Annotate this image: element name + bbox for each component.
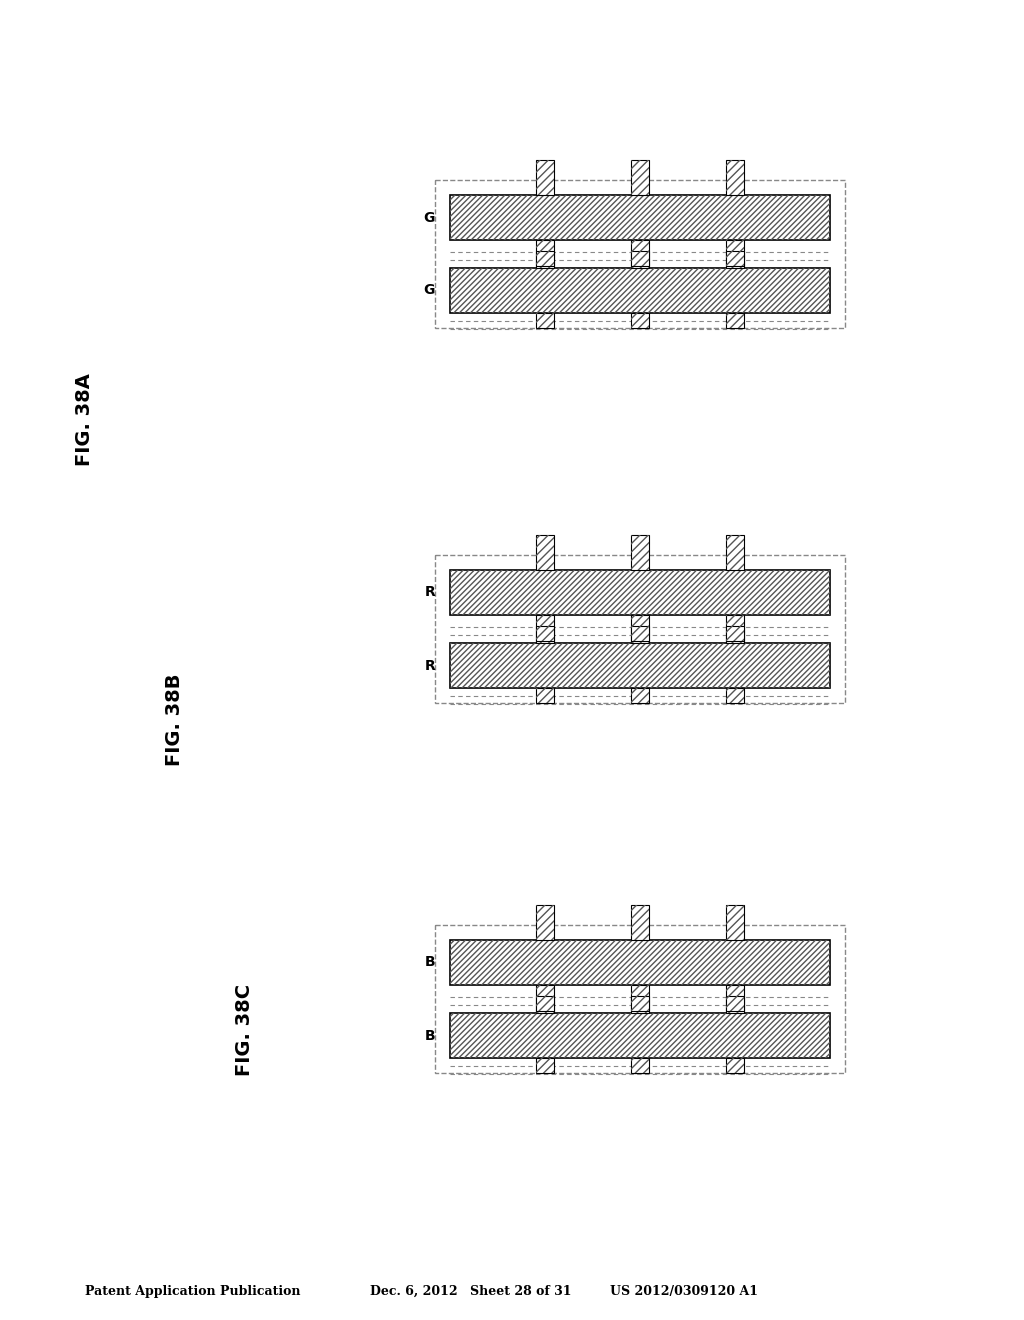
Bar [631, 688, 649, 704]
Bar [536, 535, 554, 570]
Bar [536, 688, 554, 704]
Bar [536, 997, 554, 1011]
Bar [726, 615, 744, 643]
Bar [631, 251, 649, 267]
Text: R: R [424, 659, 435, 672]
Bar [631, 1059, 649, 1073]
Text: B: B [424, 956, 435, 969]
Bar [631, 615, 649, 643]
Bar [726, 535, 744, 570]
Bar [631, 906, 649, 940]
Bar [726, 240, 744, 268]
Text: G: G [424, 284, 435, 297]
Text: Patent Application Publication: Patent Application Publication [85, 1284, 300, 1298]
Bar [631, 985, 649, 1012]
Text: FIG. 38C: FIG. 38C [236, 983, 255, 1076]
Bar [536, 1059, 554, 1073]
Bar [631, 688, 649, 704]
Bar [631, 313, 649, 327]
Bar [536, 626, 554, 642]
Bar [536, 160, 554, 195]
Text: Dec. 6, 2012: Dec. 6, 2012 [370, 1284, 458, 1298]
Bar [726, 160, 744, 195]
Bar [726, 240, 744, 268]
Bar [726, 313, 744, 327]
Bar [536, 626, 554, 642]
Bar [631, 985, 649, 1012]
Bar [631, 626, 649, 642]
Bar [536, 906, 554, 940]
Bar [450, 1012, 830, 1059]
Bar [631, 997, 649, 1011]
Bar [726, 313, 744, 327]
Bar [450, 195, 830, 240]
Bar [631, 535, 649, 570]
Bar [631, 626, 649, 642]
Text: B: B [424, 1028, 435, 1043]
Bar [536, 535, 554, 570]
Bar [450, 268, 830, 313]
Bar [726, 688, 744, 704]
Bar [536, 615, 554, 643]
Bar [631, 160, 649, 195]
Text: US 2012/0309120 A1: US 2012/0309120 A1 [610, 1284, 758, 1298]
Bar [450, 1012, 830, 1059]
Bar [450, 643, 830, 688]
Bar [450, 268, 830, 313]
Bar [726, 1059, 744, 1073]
Bar [631, 240, 649, 268]
Bar [726, 906, 744, 940]
Bar [726, 906, 744, 940]
Bar [631, 251, 649, 267]
Text: Sheet 28 of 31: Sheet 28 of 31 [470, 1284, 571, 1298]
Bar [536, 240, 554, 268]
Bar [536, 160, 554, 195]
Bar [726, 626, 744, 642]
Bar [536, 688, 554, 704]
Bar [536, 985, 554, 1012]
Bar [536, 985, 554, 1012]
Text: FIG. 38B: FIG. 38B [166, 673, 184, 766]
Bar [631, 997, 649, 1011]
Bar [726, 535, 744, 570]
Bar [536, 251, 554, 267]
Bar [536, 615, 554, 643]
Bar [631, 906, 649, 940]
Bar [631, 615, 649, 643]
Text: G: G [424, 210, 435, 224]
Bar [631, 160, 649, 195]
Bar [536, 1059, 554, 1073]
Bar [536, 313, 554, 327]
Bar [726, 985, 744, 1012]
Bar [726, 251, 744, 267]
Text: FIG. 38A: FIG. 38A [76, 374, 94, 466]
Bar [726, 615, 744, 643]
Bar [450, 570, 830, 615]
Bar [726, 688, 744, 704]
Bar [450, 570, 830, 615]
Bar [450, 643, 830, 688]
Bar [450, 940, 830, 985]
Bar [536, 313, 554, 327]
Bar [726, 626, 744, 642]
Bar [631, 313, 649, 327]
Bar [450, 940, 830, 985]
Bar [536, 906, 554, 940]
Bar [631, 1059, 649, 1073]
Bar [631, 535, 649, 570]
Bar [450, 195, 830, 240]
Bar [631, 240, 649, 268]
Bar [726, 160, 744, 195]
Bar [536, 251, 554, 267]
Text: R: R [424, 586, 435, 599]
Bar [726, 997, 744, 1011]
Bar [726, 997, 744, 1011]
Bar [536, 997, 554, 1011]
Bar [726, 251, 744, 267]
Bar [726, 1059, 744, 1073]
Bar [726, 985, 744, 1012]
Bar [536, 240, 554, 268]
